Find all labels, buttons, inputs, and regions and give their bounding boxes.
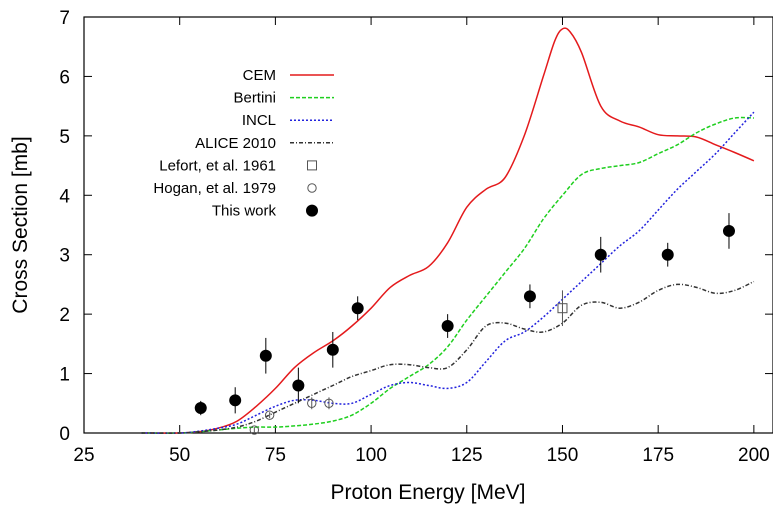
data-point-this-work: [722, 224, 735, 237]
legend-label-lefort-et-al-1961: Lefort, et al. 1961: [159, 157, 276, 174]
y-tick-label: 1: [59, 365, 70, 386]
y-tick-label: 0: [59, 424, 70, 445]
x-tick-label: 25: [73, 445, 94, 466]
data-point-lefort-et-al-1961: [557, 303, 568, 314]
y-tick-label: 7: [59, 8, 70, 29]
data-point-hogan-et-al-1979: [324, 398, 334, 408]
y-axis-ticks: 0 1 2 3 4 5 6 7: [59, 8, 773, 445]
series-line-alice-2010: [141, 280, 755, 434]
legend-marker-hogan-et-al-1979: [307, 183, 317, 193]
y-tick-label: 6: [59, 67, 70, 88]
x-tick-label: 200: [738, 445, 770, 466]
legend-label-bertini: Bertini: [233, 90, 276, 107]
y-axis-label: Cross Section [mb]: [9, 136, 32, 313]
legend-marker-this-work: [306, 204, 318, 217]
x-axis-ticks: 25 50 75 100 125 150 175 200: [73, 17, 770, 466]
plot-frame: [83, 16, 773, 434]
x-tick-label: 125: [451, 445, 483, 466]
data-point-this-work: [441, 320, 454, 333]
data-point-this-work: [523, 290, 536, 303]
legend-label-incl: INCL: [242, 112, 276, 129]
data-point-this-work: [259, 349, 272, 362]
data-point-this-work: [661, 248, 674, 261]
legend-label-alice-2010: ALICE 2010: [195, 135, 276, 152]
y-tick-label: 4: [59, 186, 70, 207]
y-tick-label: 3: [59, 246, 70, 267]
data-point-this-work: [326, 343, 339, 356]
data-point-this-work: [229, 394, 242, 407]
data-point-this-work: [194, 402, 207, 415]
x-tick-label: 75: [265, 445, 286, 466]
data-point-hogan-et-al-1979: [307, 398, 317, 408]
legend-label-hogan-et-al-1979: Hogan, et al. 1979: [153, 180, 276, 197]
x-tick-label: 50: [169, 445, 190, 466]
series-line-cem: [141, 27, 755, 434]
legend: CEM Bertini INCL ALICE 2010 Lefort, et al. 1…: [153, 67, 334, 220]
data-point-hogan-et-al-1979: [249, 425, 260, 435]
legend-marker-lefort-et-al-1961: [307, 160, 317, 171]
legend-label-cem: CEM: [243, 67, 276, 84]
x-axis-label: Proton Energy [MeV]: [331, 481, 526, 504]
data-point-this-work: [292, 379, 305, 392]
x-tick-label: 175: [642, 445, 674, 466]
data-points: [194, 213, 735, 435]
data-point-this-work: [594, 248, 607, 261]
x-tick-label: 100: [355, 445, 387, 466]
data-point-this-work: [351, 302, 364, 315]
x-tick-label: 150: [547, 445, 579, 466]
y-tick-label: 2: [59, 305, 70, 326]
y-tick-label: 5: [59, 127, 70, 148]
legend-label-this-work: This work: [212, 203, 277, 220]
data-point-hogan-et-al-1979: [264, 410, 275, 420]
